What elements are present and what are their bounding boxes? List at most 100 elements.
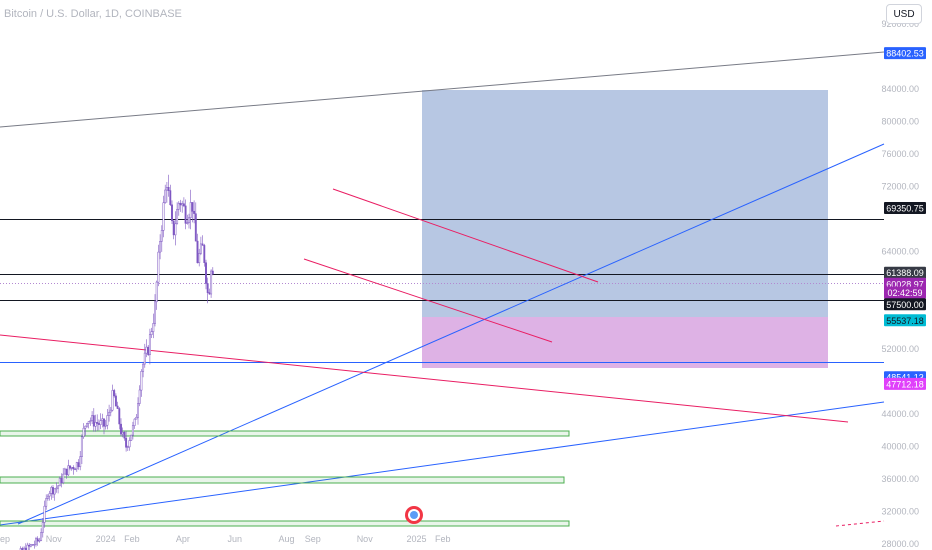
candle-body bbox=[181, 203, 184, 206]
time-axis[interactable]: Sep Nov 2024 Feb Apr Jun Aug Sep Nov 2025 Feb bbox=[0, 534, 451, 544]
candle-body bbox=[120, 423, 122, 435]
candle-body bbox=[154, 301, 156, 324]
candle-body bbox=[38, 540, 41, 542]
candle-body bbox=[194, 213, 197, 242]
candle-body bbox=[123, 431, 126, 439]
price-tag: 57500.00 bbox=[884, 298, 926, 311]
candle-body bbox=[57, 485, 60, 489]
candle-body bbox=[126, 446, 129, 448]
candle-body bbox=[62, 473, 65, 483]
candle-body bbox=[50, 487, 53, 494]
y-tick-label: 40000.00 bbox=[881, 442, 919, 452]
green-box-upper[interactable] bbox=[0, 430, 570, 437]
candle-body bbox=[82, 427, 85, 438]
y-tick-label: 28000.00 bbox=[881, 539, 919, 549]
candle-body bbox=[52, 487, 54, 495]
price-tag-label: 57500.00 bbox=[886, 300, 924, 310]
candle-body bbox=[79, 456, 82, 468]
candle-body bbox=[70, 467, 73, 469]
candle-body bbox=[69, 465, 71, 469]
price-tag: 55537.18 bbox=[884, 314, 926, 327]
candle-body bbox=[196, 240, 199, 264]
candle-body bbox=[201, 243, 204, 246]
candle-body bbox=[65, 468, 68, 476]
candle-body bbox=[28, 544, 31, 547]
blue-trend-line-shallow[interactable] bbox=[0, 401, 885, 526]
candle-body bbox=[58, 477, 61, 487]
x-tick-label: Aug bbox=[278, 534, 294, 544]
pink-channel-upper[interactable] bbox=[332, 188, 599, 283]
candle-body bbox=[67, 465, 70, 476]
candle-body bbox=[174, 223, 177, 236]
candle-body bbox=[45, 498, 48, 507]
target-zone[interactable] bbox=[422, 90, 828, 317]
chart-title: Bitcoin / U.S. Dollar, 1D, COINBASE bbox=[4, 8, 182, 20]
candle-body bbox=[106, 415, 109, 426]
event-marker[interactable] bbox=[405, 506, 423, 524]
price-tag-label: 55537.18 bbox=[886, 316, 924, 326]
candle-body bbox=[152, 323, 155, 332]
candle-body bbox=[199, 243, 202, 254]
candle-body bbox=[150, 331, 153, 335]
price-tag: 88402.53 bbox=[884, 47, 926, 60]
candle-body bbox=[89, 420, 92, 422]
price-tag-label: 48541.13 bbox=[886, 373, 924, 383]
candle-body bbox=[116, 405, 119, 409]
x-tick-label: 2024 bbox=[96, 534, 116, 544]
y-tick-label: 84000.00 bbox=[881, 84, 919, 94]
pink-dashed-line[interactable] bbox=[835, 520, 885, 527]
candle-body bbox=[179, 202, 182, 206]
candle-body bbox=[46, 495, 49, 499]
candle-body bbox=[125, 437, 128, 448]
candle-body bbox=[148, 334, 151, 355]
candle-body bbox=[203, 245, 206, 263]
green-box-lower[interactable] bbox=[0, 520, 570, 527]
candle-body bbox=[198, 253, 201, 264]
y-tick-label: 72000.00 bbox=[881, 181, 919, 191]
x-tick-label: 2025 bbox=[406, 534, 426, 544]
y-tick-label: 80000.00 bbox=[881, 116, 919, 126]
candle-body bbox=[94, 422, 97, 427]
candle-body bbox=[138, 389, 141, 404]
candle-body bbox=[210, 270, 213, 295]
candle-body bbox=[24, 547, 27, 550]
green-box-middle[interactable] bbox=[0, 476, 565, 484]
y-tick-label: 76000.00 bbox=[881, 149, 919, 159]
candle-body bbox=[35, 538, 37, 545]
candles-group bbox=[19, 174, 214, 550]
candle-body bbox=[72, 467, 75, 470]
pink-channel-lower[interactable] bbox=[303, 258, 553, 343]
currency-button[interactable]: USD bbox=[886, 4, 922, 24]
candle-body bbox=[211, 270, 214, 275]
candle-body bbox=[19, 548, 22, 550]
candle-body bbox=[60, 477, 63, 483]
candle-body bbox=[165, 187, 168, 191]
candle-body bbox=[26, 544, 29, 550]
x-tick-label: Feb bbox=[124, 534, 140, 544]
stop-zone[interactable] bbox=[422, 317, 828, 368]
x-tick-label: Nov bbox=[357, 534, 374, 544]
pink-trend-line-long[interactable] bbox=[0, 334, 849, 423]
candle-body bbox=[155, 281, 158, 303]
candle-body bbox=[101, 418, 104, 421]
candle-body bbox=[205, 262, 207, 284]
blue-trend-line-steep[interactable] bbox=[17, 143, 885, 525]
candle-body bbox=[36, 538, 39, 542]
candle-body bbox=[128, 440, 131, 448]
price-tag-label: 02:42:59 bbox=[887, 288, 922, 298]
price-tag: 02:42:59 bbox=[884, 286, 926, 299]
x-tick-label: Apr bbox=[176, 534, 190, 544]
candle-body bbox=[118, 408, 121, 425]
candle-body bbox=[130, 434, 133, 441]
x-tick-label: Nov bbox=[46, 534, 63, 544]
candle-body bbox=[43, 505, 46, 523]
candle-body bbox=[99, 420, 102, 425]
x-tick-label: Sep bbox=[0, 534, 10, 544]
gray-trend-line[interactable] bbox=[0, 51, 885, 128]
candle-body bbox=[96, 422, 99, 424]
candle-body bbox=[33, 544, 36, 546]
candle-body bbox=[169, 190, 172, 206]
candle-body bbox=[84, 425, 87, 429]
y-tick-label: 32000.00 bbox=[881, 507, 919, 517]
